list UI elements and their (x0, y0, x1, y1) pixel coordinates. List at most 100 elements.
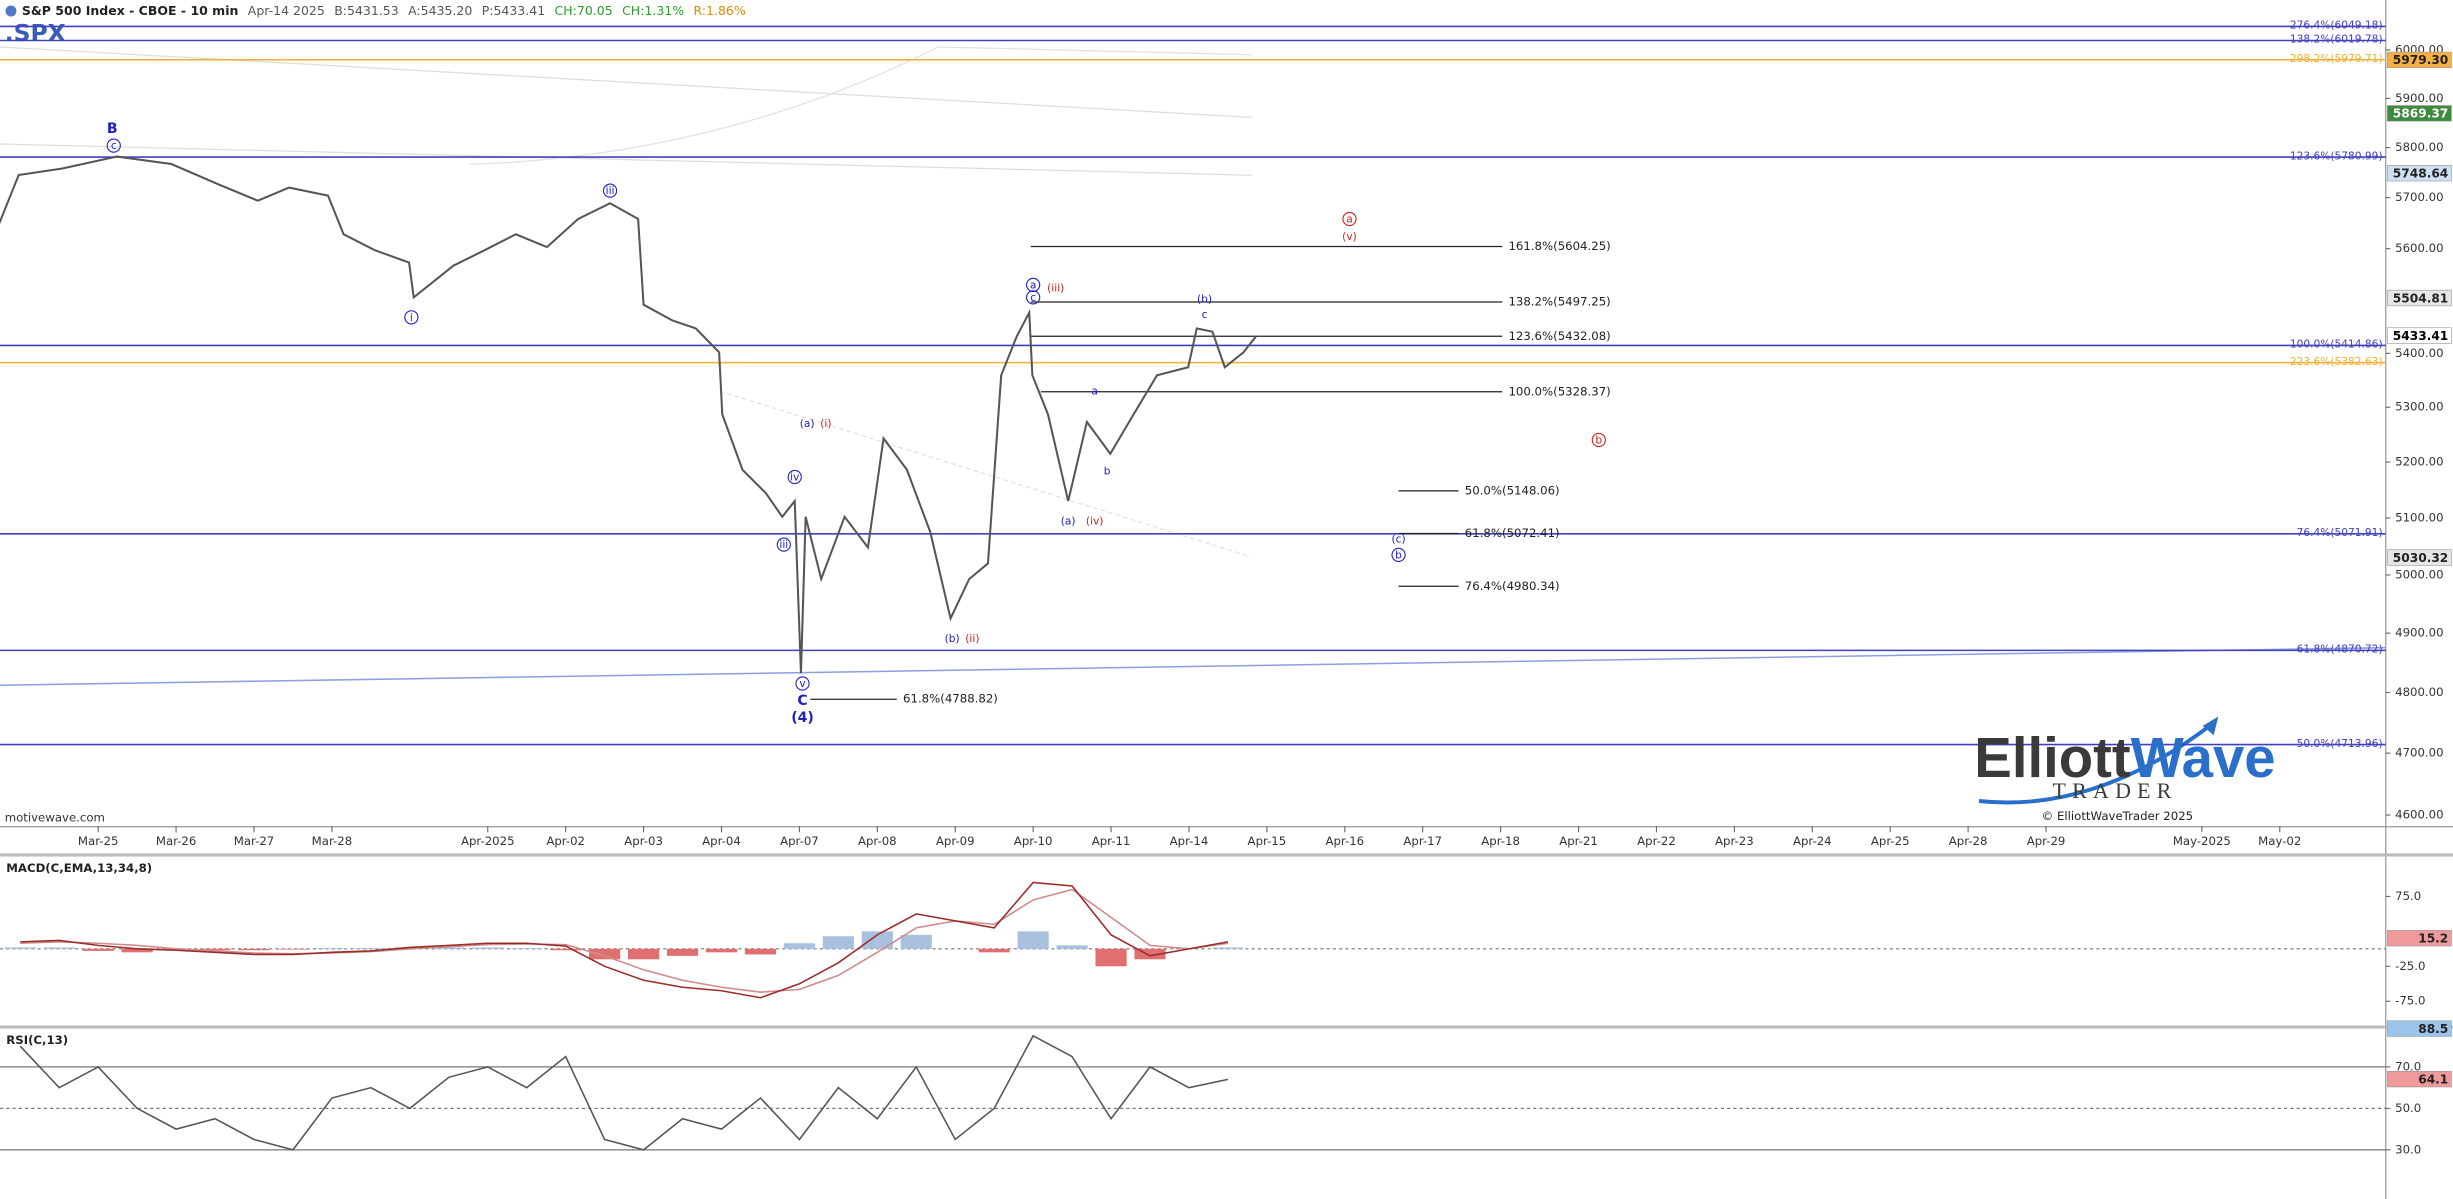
x-tick-label: Mar-26 (156, 834, 197, 848)
y-tick-label: 5600.00 (2395, 241, 2443, 255)
y-tick-label: 4600.00 (2395, 808, 2443, 822)
histogram-bar (822, 936, 854, 949)
wave-label: b (1395, 548, 1402, 561)
histogram-bar (1212, 947, 1244, 949)
fib-segment-label: 100.0%(5328.37) (1508, 384, 1610, 398)
wave-label: a (1346, 213, 1353, 226)
y-tick-label: 5700.00 (2395, 190, 2443, 204)
price-tag (2386, 1020, 2452, 1037)
y-tick-label: 5400.00 (2395, 346, 2443, 360)
y-tick-label: 5200.00 (2395, 455, 2443, 469)
x-tick-label: Apr-17 (1403, 834, 1442, 848)
histogram-bar (1095, 948, 1127, 967)
fib-segment-label: 138.2%(5497.25) (1508, 294, 1610, 308)
x-tick-label: Apr-09 (936, 834, 975, 848)
wave-circle (1026, 277, 1041, 292)
wave-circle (1026, 290, 1041, 305)
brand-sub: TRADER (2053, 778, 2178, 803)
wave-label: (c) (1391, 533, 1405, 546)
guide-line (469, 46, 1252, 165)
x-tick-label: Apr-14 (1170, 834, 1209, 848)
y-tick-label: 4700.00 (2395, 746, 2443, 760)
y-tick-label: 70.0 (2395, 1059, 2421, 1073)
histogram-bar (744, 948, 777, 955)
fib-segment-label: 61.8%(4788.82) (903, 692, 998, 706)
x-tick-label: Apr-22 (1637, 834, 1676, 848)
price-tag (2386, 165, 2452, 182)
histogram-bar (511, 948, 543, 949)
fib-segment-label: 123.6%(5432.08) (1508, 329, 1610, 343)
y-tick-label: -25.0 (2395, 959, 2425, 973)
histogram-bar (978, 948, 1010, 953)
fib-level-label: 276.4%(6049.18) (2290, 19, 2383, 32)
x-tick-label: Mar-27 (234, 834, 275, 848)
price-tag-label: 5030.32 (2393, 551, 2449, 565)
x-tick-label: Apr-21 (1559, 834, 1598, 848)
symbol: .SPX (5, 19, 66, 47)
quote-item: A:5435.20 (408, 2, 472, 17)
panel-title: RSI(C,13) (6, 1033, 68, 1047)
x-tick-label: Mar-25 (78, 834, 119, 848)
wave-label: iii (779, 538, 788, 551)
fib-segment-label: 61.8%(5072.41) (1465, 526, 1560, 540)
x-tick-label: Apr-25 (1871, 834, 1910, 848)
x-tick-label: Apr-18 (1481, 834, 1520, 848)
source: motivewave.com (5, 811, 105, 825)
wave-label: (b) (1197, 293, 1212, 306)
guide-line (0, 143, 1252, 176)
price-tag-label: 88.5 (2418, 1022, 2448, 1036)
wave-label: (a) (800, 417, 815, 430)
quote-item: CH:1.31% (622, 2, 684, 17)
x-tick-label: Apr-24 (1793, 834, 1832, 848)
price-tag-label: 5504.81 (2393, 291, 2449, 305)
wave-circle (1391, 547, 1406, 562)
y-tick-label: 5900.00 (2395, 91, 2443, 105)
price-tag-label: 5979.30 (2393, 53, 2449, 67)
histogram-bar (589, 948, 621, 960)
wave-circle (404, 310, 419, 325)
fib-level-label: 298.2%(5979.71) (2290, 52, 2383, 65)
fib-segment-label: 50.0%(5148.06) (1465, 483, 1560, 497)
symbol-icon (5, 5, 17, 17)
price-tag (2386, 289, 2452, 307)
wave-circle (602, 183, 618, 198)
wave-label: c (111, 139, 117, 152)
x-tick-label: Apr-08 (858, 834, 897, 848)
fib-level-label: 138.2%(6019.78) (2290, 33, 2383, 46)
histogram-bar (705, 948, 738, 953)
panel-separator (0, 1025, 2453, 1029)
trend-line (0, 646, 2386, 687)
y-tick-label: 30.0 (2395, 1142, 2421, 1156)
histogram-bar (43, 947, 75, 949)
quote-item: P:5433.41 (482, 2, 545, 17)
fib-level-label: 50.0%(4713.96) (2297, 737, 2383, 750)
wave-label: (v) (1342, 230, 1357, 243)
quote-item: CH:70.05 (555, 2, 613, 17)
price-tag-label: 5869.37 (2393, 107, 2449, 121)
panel-separator (0, 853, 2453, 857)
x-tick-label: Apr-11 (1092, 834, 1131, 848)
histogram-bar (199, 948, 231, 951)
wave-label: (b) (945, 632, 960, 645)
histogram-bar (277, 948, 309, 950)
fib-segment-label: 161.8%(5604.25) (1508, 239, 1610, 253)
fib-level-label: 123.6%(5780.99) (2290, 149, 2383, 162)
x-tick-label: May-02 (2258, 834, 2301, 848)
wave-circle (1591, 432, 1606, 448)
wave-label: iii (606, 184, 615, 197)
x-tick-label: Apr-29 (2027, 834, 2066, 848)
x-tick-label: Apr-16 (1325, 834, 1364, 848)
histogram-bar (4, 947, 36, 949)
wave-label: a (1091, 385, 1098, 398)
guide-line (0, 46, 1252, 118)
histogram-bar (900, 934, 932, 949)
histogram-bar (316, 948, 348, 949)
wave-circle (795, 676, 810, 691)
x-tick-label: Apr-07 (780, 834, 819, 848)
histogram-bar (1056, 945, 1088, 949)
wave-label: (4) (791, 710, 814, 726)
price-tag (2386, 549, 2452, 566)
y-tick-label: 5000.00 (2395, 567, 2443, 581)
y-tick-label: 50.0 (2395, 1101, 2421, 1115)
